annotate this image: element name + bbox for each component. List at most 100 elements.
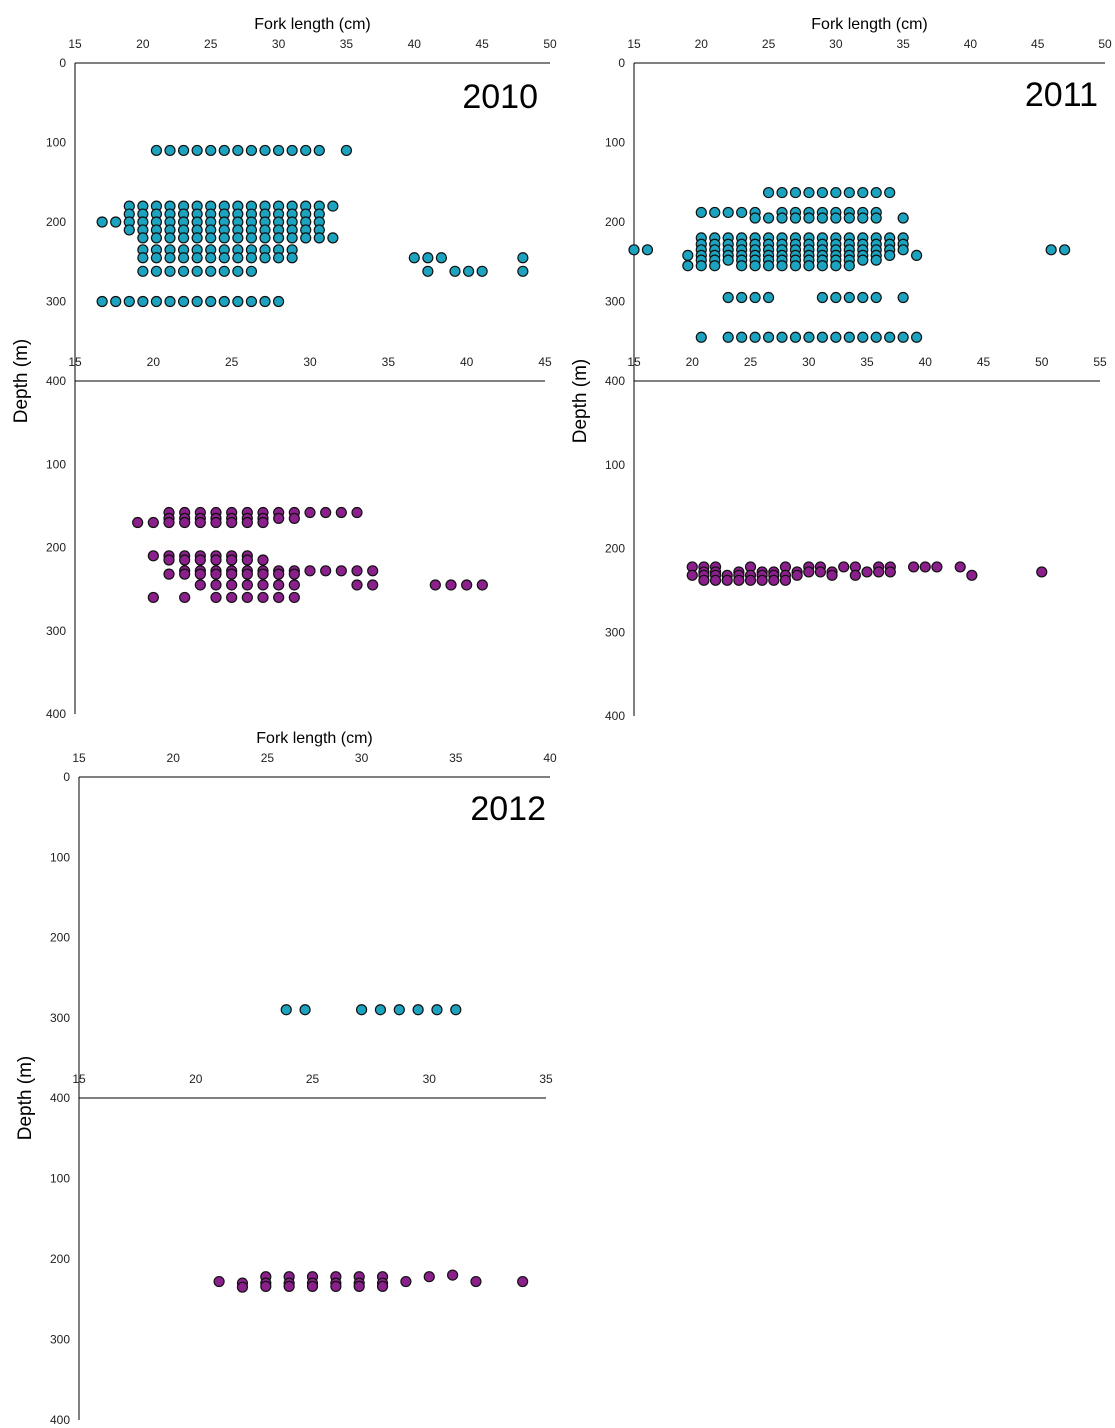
data-point xyxy=(803,331,815,343)
data-point xyxy=(205,252,217,264)
data-point xyxy=(177,295,190,308)
data-point xyxy=(226,591,238,604)
x-tick-label: 35 xyxy=(449,751,463,765)
data-point xyxy=(931,561,943,573)
data-point xyxy=(218,144,230,157)
data-point xyxy=(257,579,269,591)
data-point xyxy=(517,1275,529,1288)
y-tick-label: 100 xyxy=(605,136,625,150)
data-point xyxy=(462,265,475,277)
data-point xyxy=(709,574,722,586)
data-point xyxy=(300,144,312,157)
y-tick-label: 400 xyxy=(50,1091,70,1105)
data-point xyxy=(816,186,829,199)
data-point xyxy=(353,1280,365,1292)
y-tick-label: 100 xyxy=(50,850,70,864)
y-tick-label: 300 xyxy=(50,1333,70,1347)
data-point xyxy=(327,232,339,244)
x-tick-label: 25 xyxy=(261,751,275,765)
data-point xyxy=(210,568,222,580)
data-point xyxy=(163,554,175,566)
data-point xyxy=(870,291,882,304)
data-point xyxy=(907,561,920,573)
y-tick-label: 100 xyxy=(46,136,66,150)
data-point xyxy=(137,232,149,244)
data-point xyxy=(749,260,761,272)
data-point xyxy=(164,144,176,157)
x-tick-label: 20 xyxy=(167,751,181,765)
x-tick-label: 25 xyxy=(204,37,218,51)
x-tick-label: 35 xyxy=(896,37,910,51)
x-tick-label: 15 xyxy=(72,751,86,765)
y-axis-title: Depth (m) xyxy=(570,359,591,443)
data-point xyxy=(857,331,869,343)
data-point xyxy=(476,579,488,591)
data-point xyxy=(147,591,159,604)
data-point xyxy=(897,291,909,304)
data-point xyxy=(241,579,253,591)
data-point xyxy=(150,232,163,244)
data-point xyxy=(351,506,363,519)
data-point xyxy=(259,232,271,244)
data-point xyxy=(123,224,135,236)
y-tick-label: 100 xyxy=(50,1172,70,1186)
data-point xyxy=(335,565,347,577)
data-point xyxy=(273,568,285,580)
data-point xyxy=(749,212,761,224)
data-point xyxy=(450,1004,462,1016)
data-point xyxy=(870,212,882,224)
x-axis-title: Fork length (cm) xyxy=(256,730,372,747)
y-tick-label: 300 xyxy=(605,625,625,639)
x-tick-label: 25 xyxy=(225,355,239,369)
y-tick-label: 300 xyxy=(46,295,66,309)
data-point xyxy=(849,569,861,581)
data-point xyxy=(884,249,896,261)
data-point xyxy=(245,144,258,157)
data-point xyxy=(393,1004,405,1016)
x-tick-label: 50 xyxy=(1098,37,1112,51)
data-point xyxy=(226,516,238,529)
data-point xyxy=(449,265,461,277)
data-point xyxy=(816,260,829,272)
data-point xyxy=(257,554,269,566)
data-point xyxy=(300,232,312,244)
data-point xyxy=(814,566,827,578)
data-point xyxy=(776,260,788,272)
data-point xyxy=(429,579,441,591)
data-point xyxy=(966,569,978,581)
data-point xyxy=(191,252,203,264)
x-tick-label: 40 xyxy=(543,751,557,765)
data-point xyxy=(191,265,203,277)
x-axis-title: Fork length (cm) xyxy=(254,16,370,33)
data-point xyxy=(1059,244,1071,256)
data-point xyxy=(736,291,748,304)
x-tick-label: 50 xyxy=(543,37,557,51)
data-point xyxy=(884,566,896,578)
data-point xyxy=(461,579,473,591)
data-point xyxy=(179,516,191,529)
data-point xyxy=(803,212,815,224)
y-tick-label: 300 xyxy=(605,295,625,309)
data-point xyxy=(838,561,850,573)
x-tick-label: 30 xyxy=(355,751,369,765)
data-point xyxy=(698,574,710,586)
y-tick-label: 100 xyxy=(46,457,66,471)
data-point xyxy=(861,566,873,578)
data-point xyxy=(232,295,244,308)
data-point xyxy=(286,232,298,244)
data-point xyxy=(776,331,788,343)
x-tick-label: 25 xyxy=(306,1072,320,1086)
data-point xyxy=(147,516,159,529)
x-tick-label: 40 xyxy=(964,37,978,51)
data-point xyxy=(803,566,815,578)
x-tick-label: 35 xyxy=(860,355,874,369)
data-point xyxy=(164,232,176,244)
data-point xyxy=(816,291,829,304)
data-point xyxy=(762,291,775,304)
x-tick-label: 30 xyxy=(829,37,843,51)
data-point xyxy=(179,591,191,604)
data-point xyxy=(400,1275,412,1288)
data-point xyxy=(776,212,788,224)
